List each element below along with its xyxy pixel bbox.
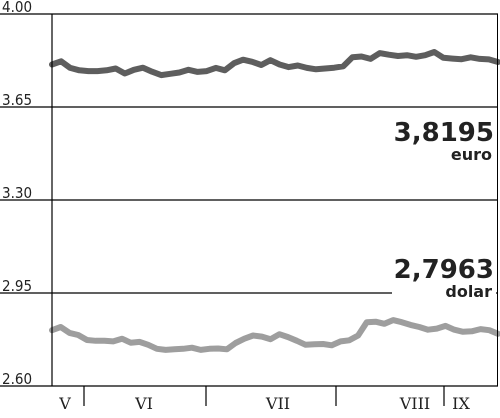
- x-tick-label: VI: [134, 394, 153, 413]
- end-value-label: 3,8195: [394, 118, 494, 148]
- series-line-euro: [49, 49, 500, 79]
- y-tick-label: 2.95: [2, 277, 32, 295]
- end-value-label: 2,7963: [394, 255, 494, 285]
- series-name-label: dolar: [445, 282, 492, 301]
- series-lines: [49, 49, 500, 353]
- series-line-dolar: [49, 317, 500, 353]
- y-tick-label: 2.60: [2, 370, 32, 388]
- y-tick-label: 4.00: [2, 0, 32, 16]
- y-tick-label: 3.30: [2, 184, 32, 202]
- end-label-background: [392, 144, 496, 164]
- y-tick-label: 3.65: [2, 91, 32, 109]
- series-name-label: euro: [451, 145, 492, 164]
- y-tick-labels: 4.00 3.65 3.30 2.95 2.60: [2, 0, 32, 388]
- x-tick-label: IX: [452, 394, 470, 413]
- end-label-background: [392, 281, 496, 301]
- x-tick-label: VII: [265, 394, 290, 413]
- x-tick-label: V: [58, 394, 71, 413]
- x-axis: V VI VII VIII IX: [51, 14, 498, 413]
- x-tick-label: VIII: [399, 394, 431, 413]
